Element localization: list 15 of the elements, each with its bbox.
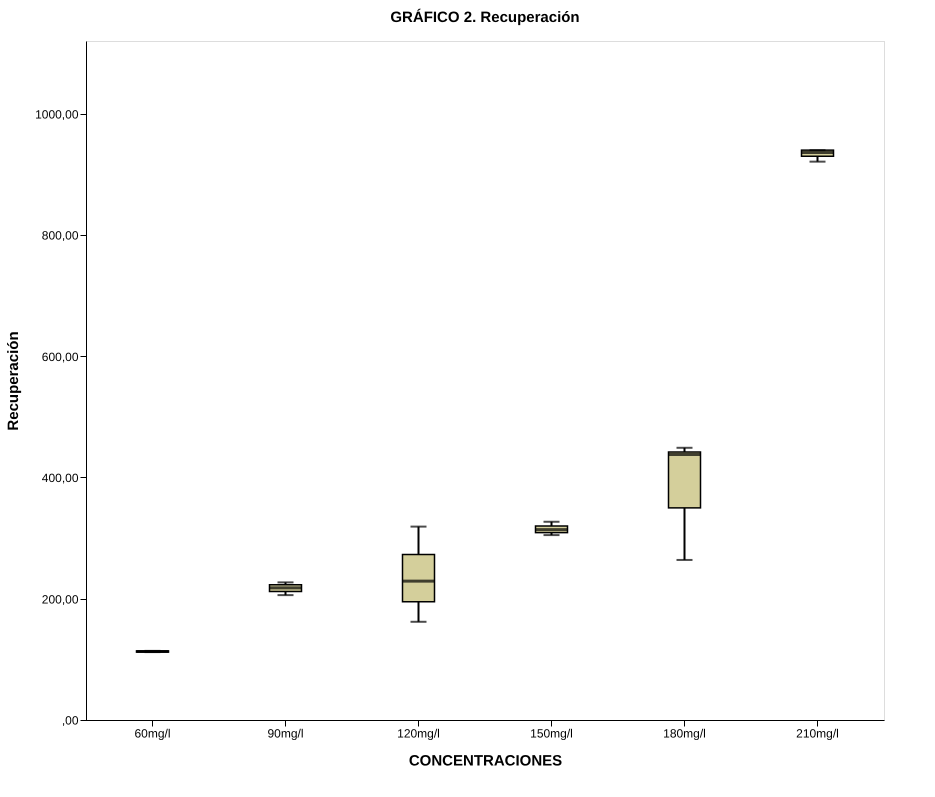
- x-tick-label: 210mg/l: [796, 726, 839, 740]
- y-tick-label: 1000,00: [35, 107, 79, 122]
- y-tick-label: ,00: [62, 714, 79, 728]
- x-tick-label: 60mg/l: [134, 726, 171, 740]
- x-axis-title: CONCENTRACIONES: [408, 752, 562, 770]
- y-tick-label: 800,00: [42, 228, 79, 242]
- x-tick-label: 90mg/l: [267, 726, 304, 740]
- y-axis-title: Recuperación: [5, 331, 22, 431]
- y-tick-label: 200,00: [42, 592, 79, 606]
- x-tick-label: 150mg/l: [530, 726, 573, 740]
- y-tick-label: 400,00: [42, 471, 79, 485]
- chart-title: GRÁFICO 2. Recuperación: [390, 8, 580, 26]
- x-tick-label: 180mg/l: [663, 726, 706, 740]
- y-tick-label: 600,00: [42, 350, 79, 364]
- x-tick-label: 120mg/l: [397, 726, 440, 740]
